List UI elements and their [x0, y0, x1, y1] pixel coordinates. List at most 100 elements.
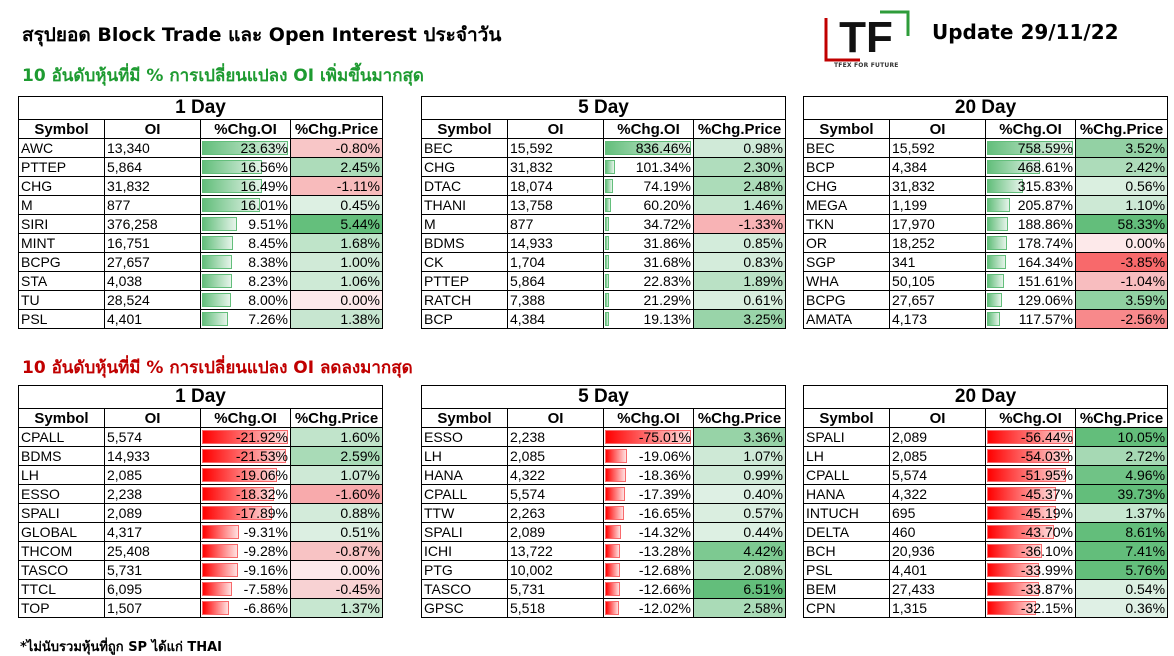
column-header-row: Symbol OI %Chg.OI %Chg.Price — [803, 408, 1169, 428]
chg-oi-value: -12.66% — [638, 580, 691, 597]
chg-price-cell: -1.60% — [289, 484, 384, 504]
chg-oi-value: 836.46% — [635, 139, 691, 156]
oi-cell: 5,731 — [507, 579, 604, 599]
chg-price-cell: 0.51% — [289, 522, 384, 542]
symbol-cell: THCOM — [18, 541, 105, 561]
chg-oi-databar — [987, 141, 1073, 155]
chg-oi-value: -45.19% — [1020, 504, 1073, 521]
chg-oi-value: -33.99% — [1020, 561, 1073, 578]
table-row: CPALL 5,574 -17.39% 0.40% — [421, 484, 787, 504]
page-title: สรุปยอด Block Trade และ Open Interest ปร… — [22, 24, 502, 46]
table-row: SGP 341 164.34% -3.85% — [803, 252, 1169, 272]
chg-oi-databar — [987, 563, 1039, 577]
chg-oi-value: -17.39% — [638, 485, 691, 502]
symbol-cell: LH — [421, 446, 508, 466]
symbol-cell: THANI — [421, 195, 508, 215]
symbol-cell: BCH — [803, 541, 890, 561]
oi-cell: 13,758 — [507, 195, 604, 215]
chg-oi-column-header: %Chg.OI — [603, 119, 694, 139]
oi-cell: 5,731 — [104, 560, 201, 580]
chg-oi-cell: -17.89% — [200, 503, 291, 523]
oi-table: 5 Day Symbol OI %Chg.OI %Chg.Price BEC 15,592 8… — [420, 96, 787, 329]
chg-oi-column-header: %Chg.OI — [985, 408, 1076, 428]
chg-oi-cell: -19.06% — [200, 465, 291, 485]
table-row: BEM 27,433 -33.87% 0.54% — [803, 579, 1169, 599]
chg-oi-databar — [202, 506, 272, 520]
symbol-column-header: Symbol — [803, 408, 890, 428]
chg-price-cell: 2.48% — [692, 176, 787, 196]
oi-cell: 17,970 — [889, 214, 986, 234]
chg-oi-cell: -12.66% — [603, 579, 694, 599]
chg-oi-databar — [987, 468, 1066, 482]
period-row: 1 Day — [17, 385, 384, 409]
oi-cell: 6,095 — [104, 579, 201, 599]
chg-oi-databar — [987, 525, 1054, 539]
chg-oi-databar — [202, 468, 277, 482]
chg-price-cell: 0.00% — [289, 560, 384, 580]
chg-oi-value: -17.89% — [235, 504, 288, 521]
table-row: ICHI 13,722 -13.28% 4.42% — [421, 541, 787, 561]
chg-oi-cell: 101.34% — [603, 157, 694, 177]
chg-oi-databar — [202, 525, 239, 539]
symbol-column-header: Symbol — [18, 119, 105, 139]
chg-oi-databar — [987, 236, 1007, 250]
chg-oi-databar — [605, 525, 621, 539]
chg-oi-databar — [605, 274, 609, 288]
chg-oi-cell: -18.36% — [603, 465, 694, 485]
chg-oi-cell: 21.29% — [603, 290, 694, 310]
oi-cell: 2,085 — [889, 446, 986, 466]
chg-oi-databar — [605, 217, 609, 231]
chg-oi-databar — [987, 430, 1073, 444]
oi-cell: 1,315 — [889, 598, 986, 618]
chg-oi-value: 8.00% — [248, 291, 288, 308]
period-header: 5 Day — [420, 385, 787, 409]
chg-oi-cell: -33.87% — [985, 579, 1076, 599]
table-row: M 877 34.72% -1.33% — [421, 214, 787, 234]
table-row: INTUCH 695 -45.19% 1.37% — [803, 503, 1169, 523]
oi-cell: 341 — [889, 252, 986, 272]
chg-oi-cell: 8.23% — [200, 271, 291, 291]
table-row: CHG 31,832 315.83% 0.56% — [803, 176, 1169, 196]
chg-oi-value: -13.28% — [638, 542, 691, 559]
chg-price-cell: 0.40% — [692, 484, 787, 504]
oi-cell: 1,199 — [889, 195, 986, 215]
chg-oi-value: 8.23% — [248, 272, 288, 289]
chg-oi-value: -36.10% — [1020, 542, 1073, 559]
table-row: THCOM 25,408 -9.28% -0.87% — [18, 541, 384, 561]
chg-oi-databar — [605, 141, 691, 155]
period-row: 5 Day — [420, 385, 787, 409]
chg-oi-value: -12.68% — [638, 561, 691, 578]
oi-cell: 2,089 — [507, 522, 604, 542]
oi-cell: 28,524 — [104, 290, 201, 310]
chg-oi-value: 31.86% — [643, 234, 691, 251]
oi-cell: 7,388 — [507, 290, 604, 310]
chg-oi-cell: 16.49% — [200, 176, 291, 196]
chg-oi-databar — [987, 179, 1023, 193]
chg-oi-databar — [605, 198, 611, 212]
chg-oi-value: -12.02% — [638, 599, 691, 616]
table-row: MINT 16,751 8.45% 1.68% — [18, 233, 384, 253]
oi-table: 20 Day Symbol OI %Chg.OI %Chg.Price BEC 15,592… — [802, 96, 1169, 329]
symbol-cell: CPALL — [803, 465, 890, 485]
oi-cell: 27,657 — [104, 252, 201, 272]
table-row: ESSO 2,238 -75.01% 3.36% — [421, 427, 787, 447]
chg-oi-cell: 129.06% — [985, 290, 1076, 310]
chg-oi-value: -9.16% — [243, 561, 288, 578]
chg-oi-databar — [605, 179, 613, 193]
oi-table: 1 Day Symbol OI %Chg.OI %Chg.Price AWC 13,340 2… — [17, 96, 384, 329]
chg-oi-databar — [605, 293, 609, 307]
symbol-cell: SPALI — [421, 522, 508, 542]
table-row: HANA 4,322 -45.37% 39.73% — [803, 484, 1169, 504]
chg-oi-cell: -19.06% — [603, 446, 694, 466]
chg-oi-column-header: %Chg.OI — [200, 408, 291, 428]
oi-cell: 15,592 — [507, 138, 604, 158]
symbol-cell: M — [421, 214, 508, 234]
symbol-cell: SGP — [803, 252, 890, 272]
oi-cell: 13,340 — [104, 138, 201, 158]
chg-oi-value: -9.31% — [243, 523, 288, 540]
tf-logo: TF TFEX FOR FUTURE — [820, 6, 914, 76]
chg-oi-cell: -9.28% — [200, 541, 291, 561]
chg-oi-cell: -54.03% — [985, 446, 1076, 466]
chg-oi-value: -51.95% — [1020, 466, 1073, 483]
table-row: SPALI 2,089 -14.32% 0.44% — [421, 522, 787, 542]
